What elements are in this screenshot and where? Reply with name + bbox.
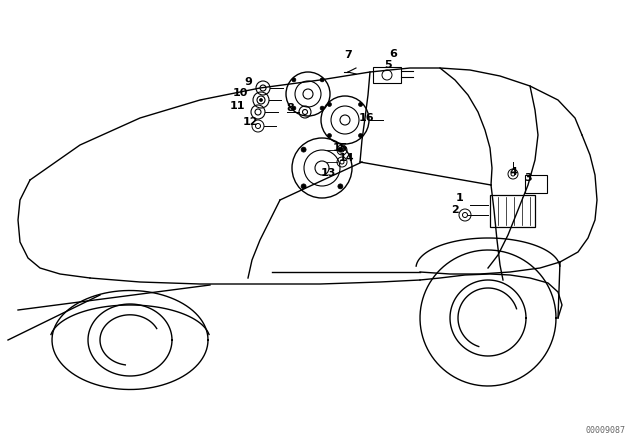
Text: 11: 11 [229,101,244,111]
Circle shape [358,103,362,107]
Text: 00009087: 00009087 [585,426,625,435]
Text: 6: 6 [389,49,397,59]
Text: 1: 1 [456,193,464,203]
Text: 9: 9 [244,77,252,87]
Text: 15: 15 [332,143,348,153]
Circle shape [320,106,324,110]
Circle shape [301,147,306,152]
Circle shape [259,99,262,102]
Bar [373,67,401,83]
Circle shape [292,78,296,82]
Text: 2: 2 [451,205,459,215]
Text: 13: 13 [320,168,336,178]
Text: 14: 14 [338,153,354,163]
Text: 12: 12 [243,117,258,127]
Text: 10: 10 [232,88,248,98]
Circle shape [328,103,332,107]
Text: 16: 16 [358,113,374,123]
Circle shape [292,106,296,110]
Bar [490,195,535,227]
Text: 3: 3 [524,173,532,183]
Text: 8: 8 [286,103,294,113]
Bar [525,175,547,193]
Text: 4: 4 [509,167,517,177]
Circle shape [358,134,362,138]
Circle shape [338,184,343,189]
Circle shape [338,147,343,152]
Text: 7: 7 [344,50,352,60]
Text: 5: 5 [384,60,392,70]
Circle shape [301,184,306,189]
Circle shape [328,134,332,138]
Circle shape [320,78,324,82]
